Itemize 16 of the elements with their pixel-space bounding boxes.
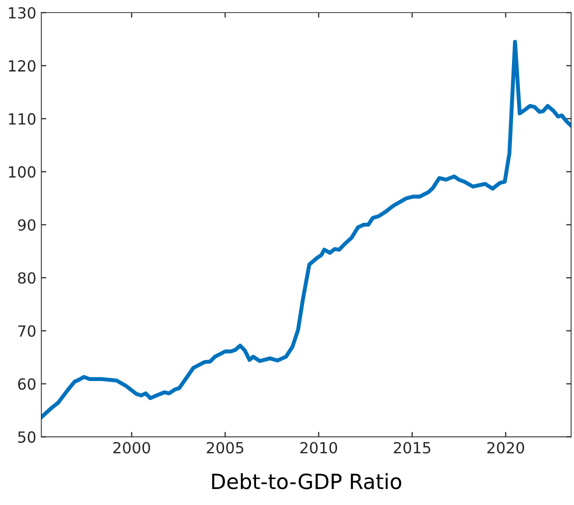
x-tick-label: 2005	[206, 442, 244, 454]
line-series	[41, 40, 572, 420]
x-tick-label: 2015	[394, 442, 430, 454]
y-tick-label: 130	[8, 7, 36, 19]
y-tick-label: 60	[18, 378, 36, 390]
y-tick-label: 110	[8, 113, 36, 125]
y-tick-label: 120	[8, 60, 36, 72]
x-tick-label: 2020	[487, 442, 524, 454]
y-tick-label: 50	[18, 431, 36, 443]
x-tick-label: 2010	[300, 442, 338, 454]
y-tick-label: 80	[18, 272, 36, 284]
x-tick-label: 2000	[113, 442, 150, 454]
x-axis-title: Debt-to-GDP Ratio	[212, 473, 402, 490]
y-tick-label: 100	[8, 166, 36, 178]
y-tick-label: 90	[18, 219, 36, 231]
y-tick-label: 70	[18, 325, 36, 337]
